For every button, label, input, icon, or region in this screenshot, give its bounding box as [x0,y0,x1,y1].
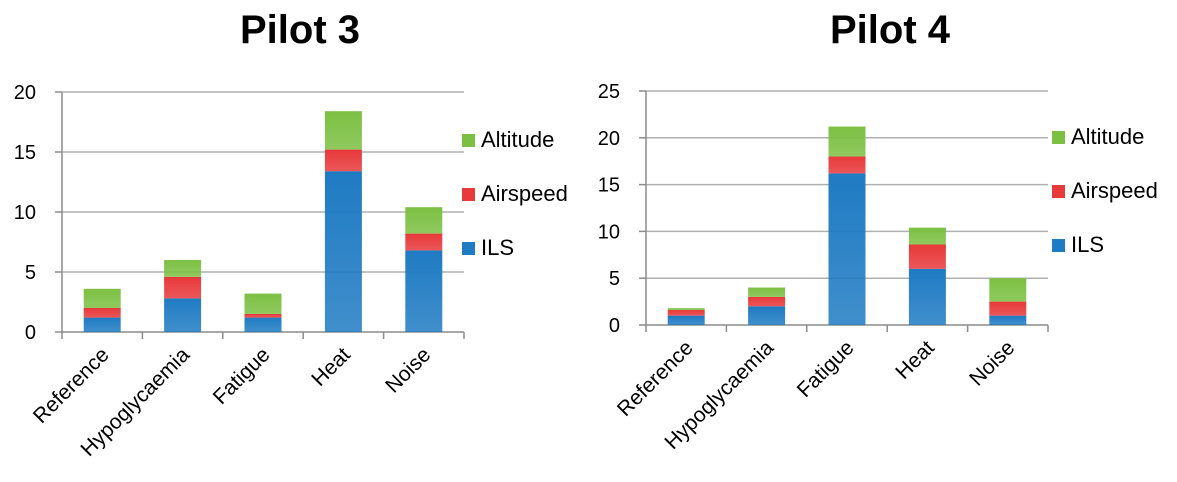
bar-altitude [164,260,202,277]
x-category-label: Noise [381,343,435,397]
legend-item-airspeed: Airspeed [462,181,568,206]
bar-airspeed [244,314,282,318]
legend-swatch-airspeed [462,187,475,201]
bar-ils [244,317,282,332]
chart-title: Pilot 4 [829,8,951,52]
bar-airspeed [164,276,202,299]
bar-altitude [244,293,282,314]
bar-airspeed [828,156,866,174]
bar-ils [908,268,946,325]
chart-panel-pilot-4: Pilot 4 0 5 10 15 20 25 Reference Hypoglycaemia… [590,0,1177,482]
x-category-label: Heat [891,336,939,384]
bar-airspeed [324,149,362,172]
x-category-label: Fatigue [793,336,859,402]
bar-ils [828,173,866,325]
legend-label: Altitude [1071,124,1145,149]
x-category-label: Reference [613,336,698,421]
legend-label: Altitude [481,127,555,152]
bar-ils [164,298,202,332]
y-tick-label: 20 [598,128,620,150]
bar-ils [405,250,443,332]
y-tick-label: 20 [14,82,36,104]
legend: Altitude Airspeed ILS [462,127,568,290]
legend-item-ils: ILS [1052,232,1158,257]
legend-item-airspeed: Airspeed [1052,178,1158,203]
x-category-label: Fatigue [209,343,275,409]
bar-altitude [405,207,443,234]
bar-ils [989,315,1027,325]
bar-altitude [989,278,1027,302]
x-category-label: Noise [965,336,1019,390]
chart-title: Pilot 3 [239,8,361,52]
bar-altitude [748,287,786,297]
legend-swatch-ils [1052,238,1065,252]
y-tick-label: 15 [598,175,620,197]
legend-label: Airspeed [481,181,568,206]
y-tick-label: 10 [598,221,620,243]
bar-airspeed [667,310,705,316]
legend-swatch-altitude [1052,130,1065,144]
y-tick-label: 25 [598,81,620,103]
legend-label: ILS [1071,232,1105,257]
bar-ils [748,306,786,325]
legend: Altitude Airspeed ILS [1052,124,1158,287]
y-tick-label: 15 [14,142,36,164]
bar-airspeed [83,308,121,318]
legend-label: Airspeed [1071,178,1158,203]
bar-airspeed [908,244,946,269]
bar-airspeed [748,296,786,307]
bar-airspeed [405,233,443,251]
y-tick-label: 5 [609,268,620,290]
legend-item-altitude: Altitude [462,127,568,152]
bar-altitude [828,126,866,157]
bar-altitude [667,308,705,311]
y-tick-label: 5 [25,262,36,284]
bar-airspeed [989,301,1027,316]
legend-label: ILS [481,235,515,260]
y-tick-label: 10 [14,202,36,224]
x-category-label: Heat [307,343,355,391]
y-tick-label: 0 [25,322,36,344]
chart-panel-pilot-3: Pilot 3 0 5 10 15 20 Reference Hypoglycaemia Fa… [14,8,568,461]
bar-altitude [324,111,362,150]
legend-swatch-ils [462,241,475,255]
bar-ils [324,171,362,332]
legend-swatch-airspeed [1052,184,1065,198]
bar-ils [667,315,705,325]
y-tick-label: 0 [609,315,620,337]
bar-altitude [908,227,946,245]
legend-swatch-altitude [462,133,475,147]
legend-item-altitude: Altitude [1052,124,1158,149]
bar-ils [83,317,121,332]
bar-altitude [83,288,121,308]
x-category-label: Reference [29,343,114,428]
legend-item-ils: ILS [462,235,568,260]
